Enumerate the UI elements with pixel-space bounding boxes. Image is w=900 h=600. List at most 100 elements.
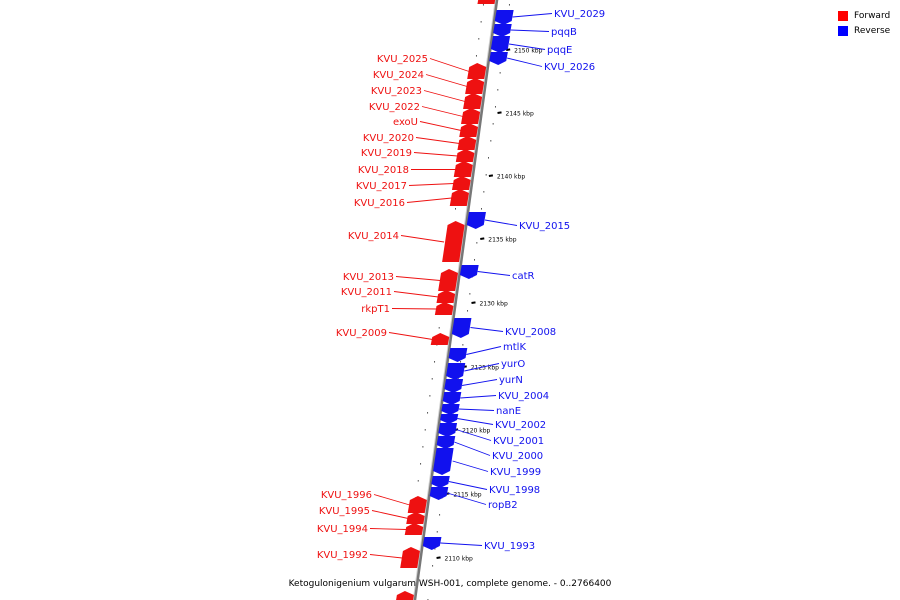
kbp-tick-label: 2140 kbp (497, 174, 525, 181)
reverse-gene-yurN-label: yurN (499, 375, 523, 386)
reverse-gene-yurN (444, 379, 464, 393)
forward-gene-KVU_2017 (451, 176, 471, 190)
forward-gene-KVU_2009-label: KVU_2009 (336, 328, 387, 339)
kbp-tick-label: 2150 kbp (514, 48, 542, 55)
kbp-tick-mark (488, 174, 494, 177)
reverse-gene-KVU_2001 (438, 423, 458, 437)
forward-gene-KVU_2022-label: KVU_2022 (369, 102, 420, 113)
forward-gene-KVU_2013-leader (395, 276, 441, 281)
reverse-gene-KVU_2002-leader (457, 418, 494, 425)
reverse-gene-KVU_2008-label: KVU_2008 (505, 327, 556, 338)
forward-gene-exoU (459, 123, 479, 137)
reverse-gene-KVU_2002-label: KVU_2002 (495, 420, 546, 431)
kbp-tick-mark (480, 237, 485, 240)
forward-gene-KVU_2009 (430, 333, 450, 345)
kbp-tick-label: 2110 kbp (445, 556, 473, 563)
forward-gene-KVU_2018-label: KVU_2018 (358, 165, 409, 176)
kbp-tick-mark (471, 301, 476, 304)
forward-gene-KVU_1994 (404, 523, 424, 535)
reverse-gene-KVU_2008-leader (470, 327, 504, 332)
reverse-gene-KVU_1999 (433, 448, 454, 475)
legend: Forward Reverse (838, 8, 890, 38)
forward-gene-KVU_2023-leader (423, 90, 466, 102)
reverse-gene-pqqE-label: pqqE (547, 45, 572, 56)
kbp-tick-label: 2145 kbp (506, 111, 534, 118)
genome-backbone (413, 0, 499, 600)
forward-gene-KVU_2024-leader (425, 74, 468, 87)
reverse-gene-KVU_1999-leader (452, 460, 489, 472)
forward-gene-rkpT1 (434, 302, 454, 315)
forward-gene-KVU_2013-label: KVU_2013 (343, 272, 394, 283)
forward-gene-KVU_2016-leader (406, 197, 452, 203)
forward-gene-KVU_2011-leader (393, 291, 439, 298)
kbp-tick-mark (506, 48, 511, 51)
forward-gene-KVU_2016 (449, 189, 469, 206)
reverse-gene-pqqB (493, 24, 512, 37)
reverse-gene-nanE-leader (458, 408, 495, 411)
forward-gene-partial-top (477, 0, 496, 4)
forward-gene-KVU_1995-leader (371, 510, 409, 519)
forward-gene-KVU_2020 (457, 136, 477, 150)
kbp-tick-mark (436, 556, 441, 559)
kbp-tick-label: 2115 kbp (453, 492, 481, 499)
forward-gene-KVU_2025-leader (429, 58, 470, 72)
reverse-gene-ropB2-label: ropB2 (488, 500, 518, 511)
forward-gene-KVU_2025 (467, 63, 487, 79)
reverse-gene-KVU_1999-label: KVU_1999 (490, 467, 541, 478)
forward-gene-KVU_2022-leader (421, 106, 464, 117)
forward-gene-KVU_2014-leader (400, 235, 445, 243)
reverse-gene-KVU_2000 (436, 436, 456, 449)
kbp-tick-label: 2130 kbp (479, 301, 507, 308)
forward-gene-KVU_2023 (463, 93, 483, 109)
reverse-gene-ropB2 (429, 487, 449, 500)
forward-gene-KVU_2018 (453, 161, 473, 177)
forward-gene-KVU_1992 (400, 547, 420, 568)
forward-gene-KVU_2022 (461, 108, 481, 124)
forward-gene-KVU_2024 (465, 78, 485, 94)
reverse-gene-catR-leader (477, 271, 511, 276)
forward-gene-rkpT1-leader (391, 308, 437, 310)
reverse-gene-KVU_1993 (422, 537, 442, 550)
legend-item-forward: Forward (838, 8, 890, 23)
reverse-gene-pqqB-leader (510, 29, 550, 32)
reverse-swatch (838, 25, 848, 36)
reverse-gene-mtlK-leader (466, 346, 502, 355)
forward-gene-KVU_1994-leader (369, 528, 407, 530)
reverse-gene-KVU_1998 (431, 476, 450, 488)
forward-gene-KVU_2009-leader (388, 332, 433, 340)
forward-gene-KVU_2017-leader (408, 183, 454, 186)
forward-gene-exoU-leader (419, 121, 462, 131)
reverse-gene-pqqE (490, 36, 511, 53)
reverse-gene-yurO-leader (464, 363, 500, 372)
reverse-gene-KVU_2029-leader (512, 13, 553, 18)
forward-gene-KVU_2011 (436, 290, 456, 303)
forward-gene-KVU_2017-label: KVU_2017 (356, 181, 407, 192)
reverse-gene-KVU_2026 (489, 52, 508, 65)
reverse-gene-KVU_2001-label: KVU_2001 (493, 436, 544, 447)
forward-gene-KVU_2020-leader (415, 137, 460, 144)
reverse-gene-KVU_2000-label: KVU_2000 (492, 451, 543, 462)
reverse-gene-catR-label: catR (512, 271, 535, 282)
reverse-gene-KVU_1993-leader (440, 542, 483, 546)
forward-gene-KVU_2019-leader (413, 152, 458, 157)
kbp-tick-mark (497, 111, 502, 114)
forward-gene-KVU_1994-label: KVU_1994 (317, 524, 368, 535)
legend-label-reverse: Reverse (854, 25, 891, 36)
forward-gene-KVU_1995 (406, 512, 425, 524)
forward-gene-KVU_1996-label: KVU_1996 (321, 490, 372, 501)
reverse-gene-KVU_2026-label: KVU_2026 (544, 62, 595, 73)
map-caption: Ketogulonigenium vulgarum WSH-001, compl… (288, 579, 612, 589)
reverse-gene-catR (459, 265, 479, 279)
forward-gene-KVU_2025-label: KVU_2025 (377, 54, 428, 65)
genome-backbone-highlight (412, 0, 496, 600)
forward-gene-exoU-label: exoU (393, 117, 418, 128)
reverse-gene-KVU_2000-leader (454, 441, 491, 456)
reverse-gene-mtlK-label: mtlK (503, 342, 526, 353)
forward-gene-KVU_2019 (455, 149, 475, 162)
reverse-gene-yurN-leader (462, 379, 498, 386)
reverse-gene-KVU_2015-label: KVU_2015 (519, 221, 570, 232)
reverse-gene-KVU_2001-leader (455, 429, 492, 441)
reverse-gene-pqqB-label: pqqB (551, 27, 577, 38)
forward-gene-KVU_2023-label: KVU_2023 (371, 86, 422, 97)
